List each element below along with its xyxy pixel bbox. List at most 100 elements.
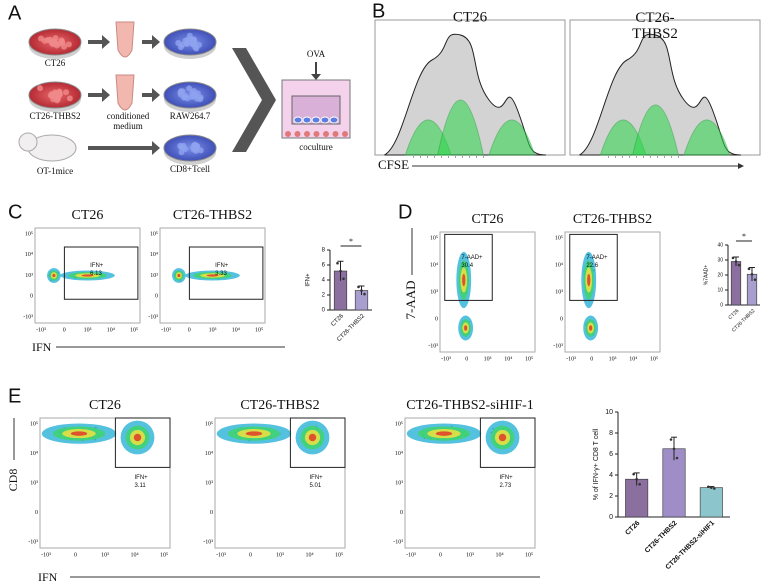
density xyxy=(70,431,88,436)
panel-a-label: coculture xyxy=(299,142,332,152)
replicate-dot xyxy=(675,456,679,460)
gate xyxy=(188,246,264,300)
replicate-dot xyxy=(731,256,735,260)
y-tick-label: 0 xyxy=(322,308,326,314)
density xyxy=(589,325,593,331)
density xyxy=(462,273,466,287)
cell xyxy=(179,88,186,95)
flow-x-tick: -10³ xyxy=(566,356,576,362)
replicate-dot xyxy=(737,263,741,267)
density xyxy=(133,433,142,442)
word: medium xyxy=(113,121,143,131)
flow-x-tick: 10⁵ xyxy=(160,552,168,558)
word: conditioned xyxy=(107,111,150,121)
tcell xyxy=(304,131,310,137)
panel-b-title: CT26 xyxy=(453,9,488,25)
y-axis-label: 7-AAD xyxy=(403,281,418,320)
flow-x-tick: 10³ xyxy=(209,327,217,333)
replicate-dot xyxy=(336,261,339,265)
replicate-dot xyxy=(357,285,360,289)
flow-y-tick: 10⁵ xyxy=(150,231,158,237)
density xyxy=(464,325,468,331)
flow-x-tick: 10⁵ xyxy=(525,552,533,558)
replicate-dot xyxy=(635,477,638,481)
y-tick-label: 8 xyxy=(609,430,613,437)
replicate-dot xyxy=(747,267,751,271)
flow-y-tick: 0 xyxy=(435,316,438,322)
gate-value: 22.6 xyxy=(586,263,598,269)
replicate-dot xyxy=(750,272,754,276)
flow-x-tick: 10⁵ xyxy=(130,327,138,333)
arrow-head xyxy=(102,35,110,49)
flow-x-tick: 10⁴ xyxy=(629,356,637,362)
replicate-dot xyxy=(632,472,635,476)
replicate-dot xyxy=(342,277,345,281)
flow-x-tick: -10³ xyxy=(441,356,451,362)
gate-name: 7-AAD+ xyxy=(461,255,483,261)
density xyxy=(498,433,507,442)
density xyxy=(245,431,263,436)
flow-y-tick: -10³ xyxy=(148,314,158,320)
flow-y-tick: 10³ xyxy=(30,480,38,486)
panel-label: A xyxy=(8,2,22,24)
flow-x-tick: 0 xyxy=(63,327,66,333)
flow-y-tick: 10³ xyxy=(150,273,158,279)
flow-x-tick: 10³ xyxy=(466,552,474,558)
significance: * xyxy=(349,237,353,246)
replicate-dot xyxy=(753,278,757,281)
density xyxy=(52,273,56,278)
flow-x-tick: -10³ xyxy=(36,327,46,333)
gate-value: 2.73 xyxy=(500,483,512,489)
flow-x-tick: -10³ xyxy=(406,552,416,558)
gate xyxy=(479,417,536,468)
y-tick-label: 0 xyxy=(720,302,723,308)
density xyxy=(435,431,453,436)
replicate-dot xyxy=(638,482,641,486)
cell xyxy=(66,95,73,102)
panel-a-label: CD8+Tcell xyxy=(170,164,210,174)
flow-y-tick: -10³ xyxy=(428,343,438,349)
flow-x-tick: 0 xyxy=(74,552,77,558)
cell xyxy=(181,93,188,100)
flow-y-tick: 10⁴ xyxy=(395,451,403,457)
x-tick-label: CT26-THBS2 xyxy=(644,520,679,555)
y-axis-label: %7AAD+ xyxy=(703,265,709,286)
gate-name: IFN+ xyxy=(500,475,514,481)
flow-x-tick: 10⁵ xyxy=(255,327,263,333)
flow-y-tick: 10³ xyxy=(395,480,403,486)
arrow-head xyxy=(152,141,160,155)
flow-y-tick: -10³ xyxy=(553,343,563,349)
replicate-dot xyxy=(339,269,342,273)
cell xyxy=(186,85,193,92)
cell xyxy=(178,144,185,151)
flow-y-tick: 10⁵ xyxy=(555,235,563,241)
y-tick-label: 0 xyxy=(609,514,613,521)
flow-x-tick: 0 xyxy=(188,327,191,333)
flow-x-tick: 0 xyxy=(249,552,252,558)
y-axis-label: IFN+ xyxy=(306,273,312,287)
panel-a-label: OVA xyxy=(307,49,326,59)
flow-y-tick: 10⁵ xyxy=(430,235,438,241)
replicate-dot xyxy=(363,292,366,296)
flow-frame xyxy=(34,227,141,324)
flow-x-tick: 10³ xyxy=(484,356,492,362)
replicate-dot xyxy=(707,485,710,489)
histogram-subset xyxy=(437,99,484,156)
y-tick-label: 6 xyxy=(322,263,326,269)
cell xyxy=(189,90,196,97)
x-tick-label: CT26 xyxy=(727,308,740,321)
x-tick-label: CT26 xyxy=(330,313,345,328)
gate xyxy=(569,233,618,301)
flow-title: CT26-THBS2 xyxy=(573,212,652,227)
ova-arrow-head xyxy=(311,74,321,80)
flow-x-tick: 10³ xyxy=(101,552,109,558)
flow-title: CT26 xyxy=(89,398,121,413)
flow-y-tick: 0 xyxy=(560,316,563,322)
gate-value: 5.01 xyxy=(310,483,322,489)
cell xyxy=(54,95,61,102)
flow-x-tick: 10³ xyxy=(84,327,92,333)
flow-title: CT26 xyxy=(472,212,504,227)
y-tick-label: 4 xyxy=(322,278,326,284)
x-tick-label: CT26 xyxy=(624,520,641,537)
